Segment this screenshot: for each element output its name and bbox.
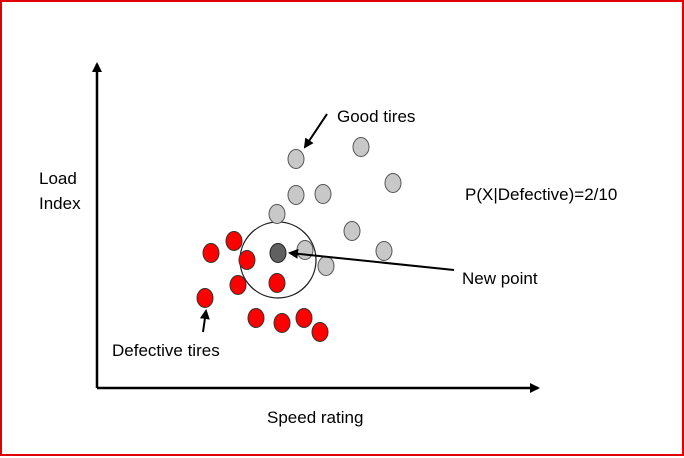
defective-tire-point xyxy=(229,275,247,295)
good-tires-group xyxy=(268,137,402,276)
x-axis-label: Speed rating xyxy=(267,408,363,427)
good-tire-point xyxy=(352,137,370,157)
good-tire-point xyxy=(268,204,286,224)
good-tires-label: Good tires xyxy=(337,107,415,126)
new-point-label: New point xyxy=(462,269,538,288)
good-tire-point xyxy=(314,184,332,204)
defective-tire-point xyxy=(268,273,286,293)
defective-tire-point xyxy=(225,231,243,251)
good-tire-point xyxy=(287,185,305,205)
defective-tires-label: Defective tires xyxy=(112,341,220,360)
defective-tires-arrow xyxy=(199,309,210,333)
good-tire-point xyxy=(384,173,402,193)
new-point-arrow xyxy=(288,248,455,271)
defective-tire-point xyxy=(238,250,256,270)
defective-tire-point xyxy=(295,308,313,328)
defective-tire-point xyxy=(247,308,265,328)
y-axis-label-line1: Load xyxy=(39,169,77,188)
new-point xyxy=(269,243,287,263)
defective-tires-group xyxy=(196,231,329,342)
y-axis-label-line2: Index xyxy=(39,194,81,213)
good-tire-point xyxy=(375,241,393,261)
good-tire-point xyxy=(287,149,305,169)
probability-label: P(X|Defective)=2/10 xyxy=(465,185,617,204)
defective-tire-point xyxy=(196,288,214,308)
good-tires-arrow xyxy=(303,113,328,149)
defective-tire-point xyxy=(311,322,329,342)
good-tire-point xyxy=(296,240,314,260)
good-tire-point xyxy=(343,221,361,241)
defective-tire-point xyxy=(273,313,291,333)
good-tire-point xyxy=(317,256,335,276)
defective-tire-point xyxy=(202,243,220,263)
